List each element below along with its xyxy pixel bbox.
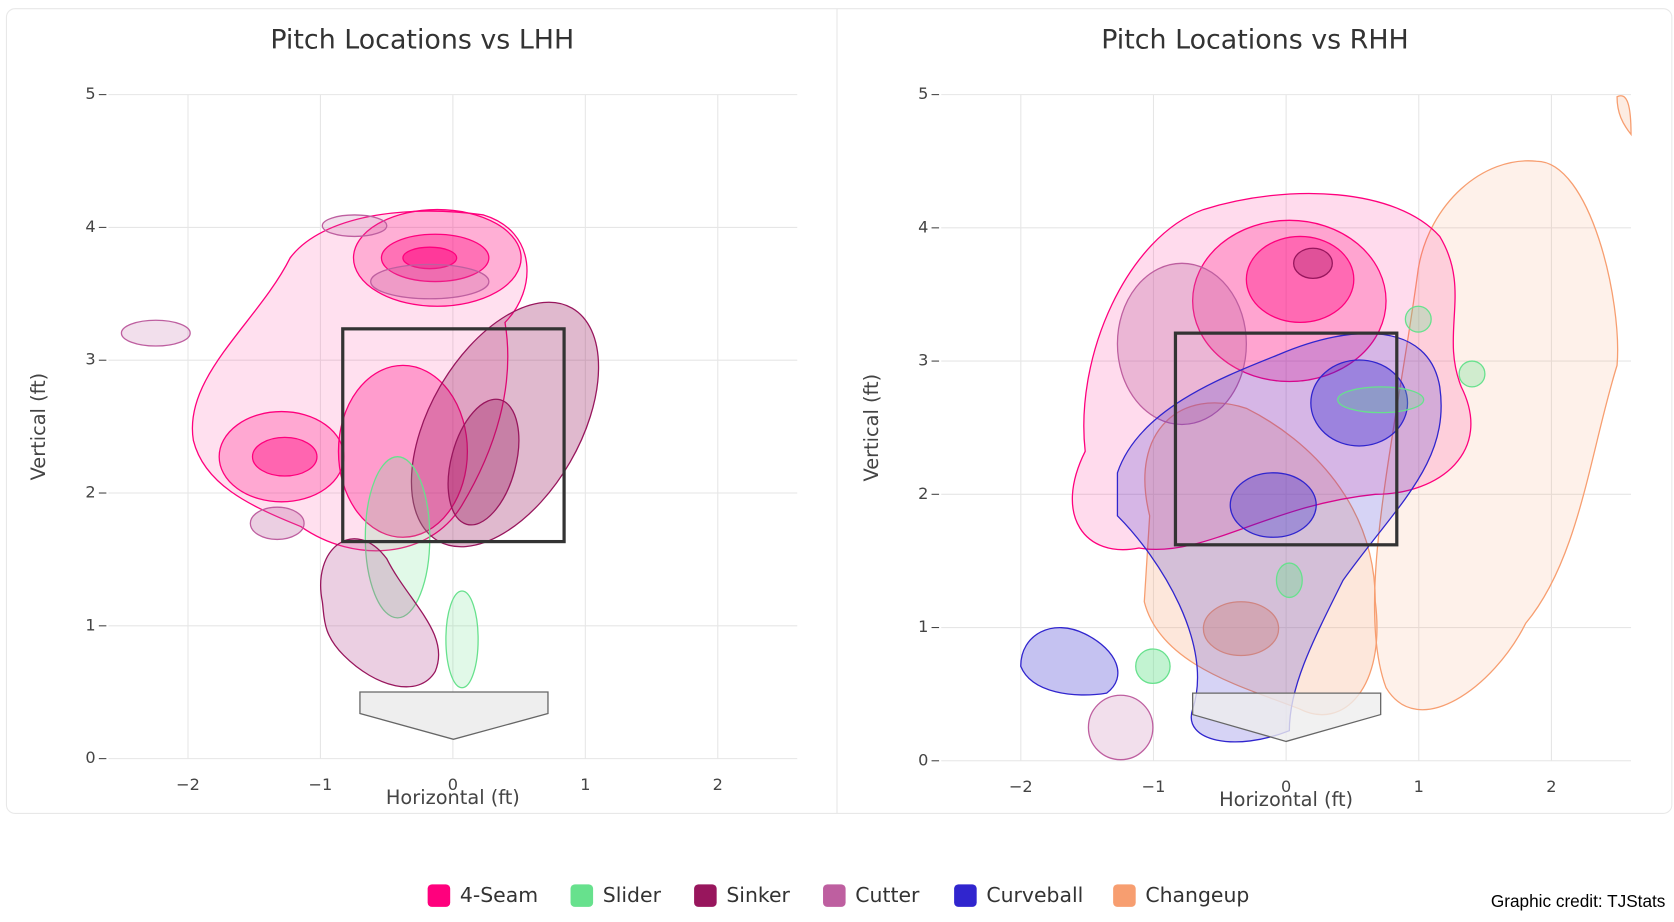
contour <box>249 506 305 541</box>
y-tick-label: 4 <box>918 217 928 236</box>
x-tick-label: 2 <box>713 775 723 794</box>
contour <box>1135 648 1171 685</box>
y-tick-label: 4 <box>85 217 95 236</box>
contour <box>1373 160 1619 711</box>
y-tick-label: 0 <box>918 750 928 769</box>
legend-swatch <box>694 884 717 907</box>
rhh-contours <box>1020 95 1632 761</box>
legend-label: Changeup <box>1145 883 1249 907</box>
contour <box>1020 627 1119 696</box>
x-tick-label: 1 <box>580 775 590 794</box>
y-tick-label: 5 <box>85 84 95 103</box>
y-tick-label: 1 <box>918 617 928 636</box>
y-tick-label: 5 <box>918 84 928 103</box>
contour <box>251 436 318 477</box>
contour <box>1616 95 1632 137</box>
x-tick-label: −2 <box>176 775 200 794</box>
x-tick-label: −1 <box>1142 777 1166 796</box>
contour <box>320 538 440 688</box>
contour <box>1458 360 1486 388</box>
legend-label: Cutter <box>855 883 920 907</box>
contour <box>364 456 431 619</box>
legend-swatch <box>427 884 451 907</box>
contour <box>1245 235 1355 324</box>
contour <box>1202 601 1280 657</box>
x-tick-label: 1 <box>1414 777 1424 796</box>
legend: 4-Seam Slider Sinker Cutter Curveball Changeu… <box>427 883 1249 907</box>
y-tick-label: 3 <box>85 350 95 369</box>
contour <box>1275 562 1303 599</box>
x-tick-label: −1 <box>309 775 333 794</box>
x-tick-label: 0 <box>1281 777 1291 796</box>
y-tick-label: 3 <box>918 351 928 370</box>
contour <box>1404 305 1432 333</box>
lhh-contours <box>120 208 600 740</box>
legend-swatch <box>954 884 977 907</box>
home-plate <box>359 691 549 740</box>
y-tick-label: 2 <box>918 484 928 503</box>
strike-zone <box>1173 331 1399 547</box>
legend-label: Slider <box>603 883 662 907</box>
x-tick-label: −2 <box>1009 777 1033 796</box>
chart-title: Pitch Locations vs LHH <box>270 24 574 55</box>
contour <box>1310 359 1409 447</box>
home-plate <box>1191 692 1382 743</box>
contour <box>370 263 490 300</box>
contour <box>1229 472 1317 538</box>
grids <box>108 94 1632 762</box>
contour <box>447 398 520 526</box>
x-tick-label: 2 <box>1546 777 1556 796</box>
legend-label: 4-Seam <box>460 883 538 907</box>
x-axis-label: Horizontal (ft) <box>1219 788 1353 811</box>
legend-swatch <box>823 884 846 907</box>
contour <box>120 319 191 347</box>
contour <box>1191 219 1387 383</box>
credit: Graphic credit: TJStats <box>1491 891 1666 911</box>
x-axis-label: Horizontal (ft) <box>386 786 520 809</box>
contour <box>402 246 458 270</box>
legend-label: Sinker <box>726 883 790 907</box>
y-tick-label: 1 <box>85 615 95 634</box>
legend-label: Curveball <box>986 883 1083 907</box>
y-axis-label: Vertical (ft) <box>27 373 50 481</box>
y-axis-label: Vertical (ft) <box>860 374 883 482</box>
y-tick-label: 2 <box>85 483 95 502</box>
contour <box>191 210 528 552</box>
contour <box>1087 694 1154 761</box>
contour <box>1337 386 1425 414</box>
chart-title: Pitch Locations vs RHH <box>1101 24 1409 55</box>
contour <box>1292 247 1333 279</box>
contour <box>1143 402 1378 716</box>
strike-zone <box>341 327 566 544</box>
contour <box>1116 262 1248 426</box>
contour <box>445 590 479 689</box>
x-tick-label: 0 <box>448 775 458 794</box>
contour <box>1071 192 1472 551</box>
legend-swatch <box>1113 884 1136 907</box>
y-tick-label: 0 <box>85 748 95 767</box>
labels: Pitch Locations vs LHH −2 −1 0 1 2 0 1 2 3 4 5 Horiz… <box>27 24 1556 811</box>
legend-swatch <box>570 884 594 907</box>
contour <box>321 214 388 238</box>
